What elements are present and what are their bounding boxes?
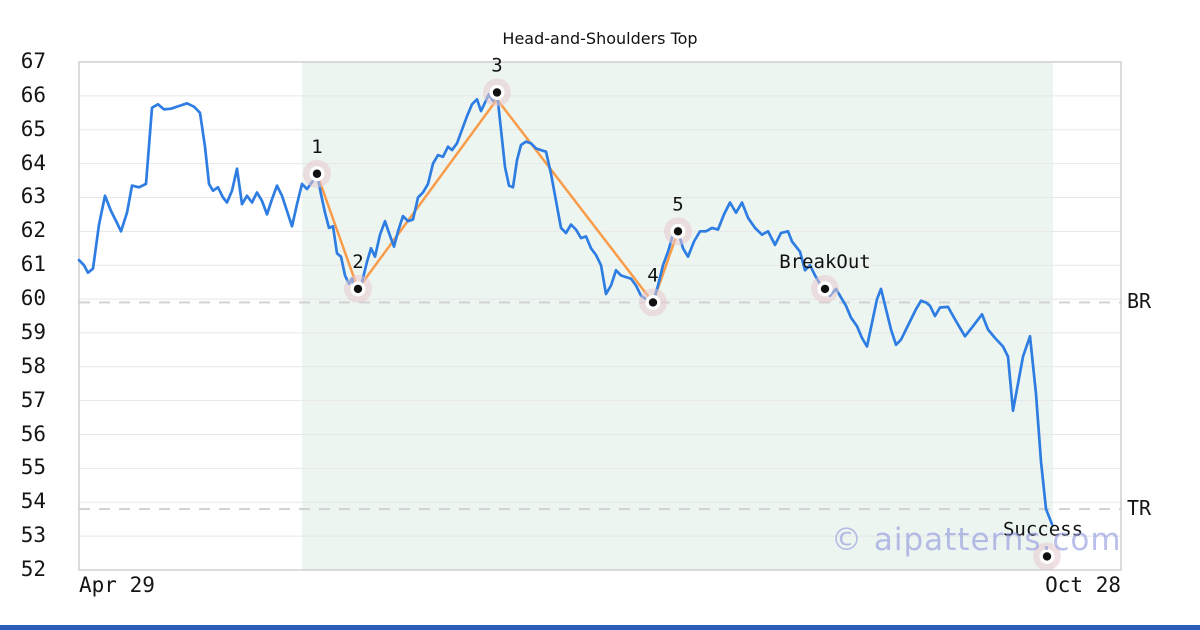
y-tick-label: 67 [20, 49, 46, 73]
plot-border [78, 61, 1122, 571]
marker-label-3: 3 [491, 54, 502, 76]
marker-label-5: 5 [672, 193, 683, 215]
y-tick-label: 62 [20, 218, 46, 243]
marker-dot-5 [673, 227, 683, 236]
y-tick-label: 59 [20, 319, 46, 344]
y-tick-label: 52 [20, 557, 46, 581]
breakout-level-label: BR [1127, 289, 1152, 314]
y-tick-label: 54 [20, 489, 46, 514]
marker-label-2: 2 [352, 251, 363, 273]
y-tick-label: 64 [20, 150, 46, 175]
marker-dot-2 [353, 284, 363, 294]
marker-label-breakout: BreakOut [779, 251, 871, 273]
marker-dot-success [1042, 552, 1052, 561]
watermark: © aipatterns.com [831, 522, 1122, 558]
price-line [77, 91, 1054, 526]
x-tick-start-date: Apr 29 [79, 573, 155, 597]
x-tick-end-date: Oct 28 [1045, 573, 1121, 597]
y-tick-label: 53 [20, 523, 46, 548]
y-tick-label: 66 [20, 82, 46, 107]
y-tick-label: 58 [20, 353, 46, 378]
target-level-label: TR [1127, 496, 1152, 521]
marker-label-4: 4 [647, 264, 658, 286]
y-tick-label: 57 [20, 387, 46, 412]
marker-dot-1 [312, 169, 322, 178]
y-tick-label: 61 [20, 252, 46, 277]
marker-dot-3 [492, 88, 502, 97]
marker-dot-breakout [820, 284, 830, 294]
footer-accent-bar [0, 625, 1200, 630]
y-tick-label: 55 [20, 455, 46, 480]
y-tick-label: 60 [20, 286, 46, 311]
y-tick-label: 63 [20, 184, 46, 209]
y-tick-label: 65 [20, 116, 46, 141]
chart-title: Head-and-Shoulders Top [502, 29, 698, 48]
marker-dot-4 [648, 298, 658, 307]
pattern-zone [302, 62, 1053, 570]
marker-label-1: 1 [311, 136, 322, 158]
y-tick-label: 56 [20, 421, 46, 446]
marker-label-success: Success [1003, 518, 1083, 540]
